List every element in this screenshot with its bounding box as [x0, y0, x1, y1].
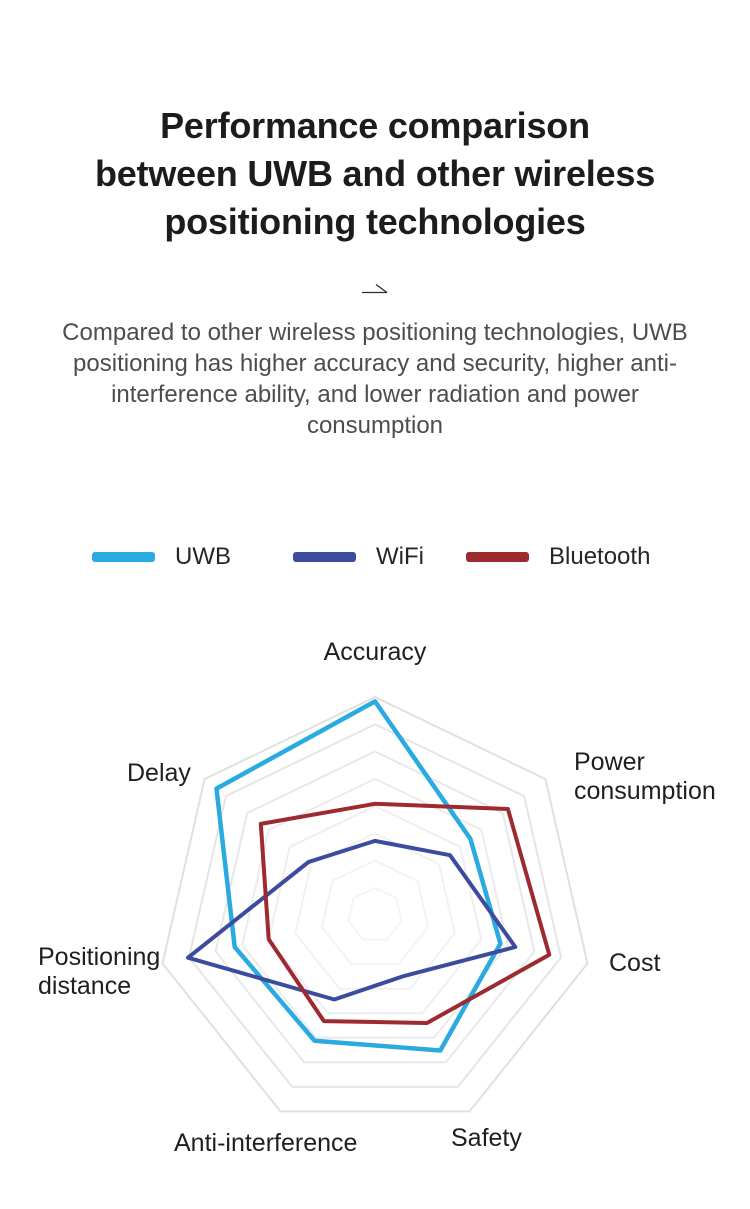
page-title-line-1: Performance comparison: [160, 105, 590, 146]
radar-series-wifi: [186, 838, 518, 1002]
radar-series-uwb: [214, 699, 503, 1053]
legend-item-bluetooth: Bluetooth: [466, 543, 650, 571]
legend-label-bluetooth: Bluetooth: [549, 543, 651, 570]
bluetooth-line-swatch-icon: [466, 552, 529, 562]
axis-label-cost: Cost: [609, 949, 661, 977]
axis-label-safety: Safety: [451, 1124, 522, 1152]
radar-series-bluetooth: [258, 801, 552, 1025]
axis-label-delay: Delay: [127, 759, 191, 787]
page-title-line-2: between UWB and other wireless: [94, 153, 656, 194]
radar-grid-ring: [347, 886, 403, 941]
axis-label-anti-interference: Anti-interference: [174, 1129, 358, 1157]
radar-grid-ring: [161, 695, 589, 1113]
axis-label-positioning-distance: Positioning distance: [38, 943, 161, 1000]
radar-grid-ring: [320, 859, 430, 966]
radar-grid-ring: [267, 804, 483, 1015]
radar-series: [186, 699, 552, 1053]
wifi-line-swatch-icon: [293, 552, 356, 562]
arrow-icon: [362, 283, 388, 294]
uwb-line-swatch-icon: [92, 552, 155, 562]
radar-grid-ring: [214, 750, 536, 1064]
page-title-line-3: positioning technologies: [164, 201, 586, 242]
legend-item-uwb: UWB: [92, 543, 231, 571]
axis-label-accuracy: Accuracy: [323, 638, 427, 666]
legend-item-wifi: WiFi: [293, 543, 424, 571]
radar-grid: [161, 695, 589, 1113]
legend-label-wifi: WiFi: [376, 543, 424, 570]
page-title: Performance comparison between UWB and o…: [0, 102, 750, 246]
radar-grid-ring: [294, 832, 456, 990]
subtitle: Compared to other wireless positioning t…: [62, 319, 688, 439]
radar-chart: [161, 695, 589, 1113]
axis-label-power-consumption: Power consumption: [574, 748, 716, 805]
legend-label-uwb: UWB: [175, 543, 231, 570]
